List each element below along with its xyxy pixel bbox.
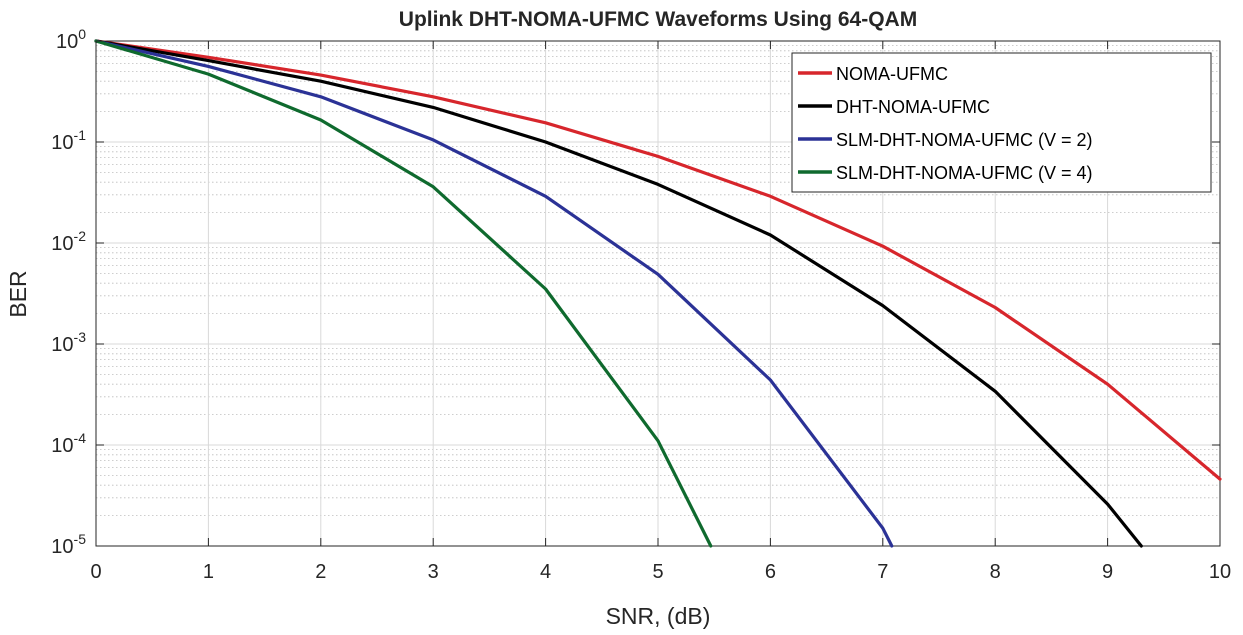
axis-ticks: 0 1 2 3 4 5 6 7 8 9 10 100 10-1 10-2 10-3 10-4 10-5 [51,26,1231,583]
y-tick-label: 10-3 [51,329,86,356]
series-line-4 [94,39,713,548]
series-lines [94,39,1222,548]
y-tick-label: 10-2 [51,228,86,255]
y-axis-label: BER [5,270,31,317]
y-tick-label: 10-4 [51,430,86,457]
y-tick-label: 10-5 [51,531,86,558]
legend-label-3: SLM-DHT-NOMA-UFMC (V = 2) [836,130,1093,150]
series-line-3 [94,39,894,548]
y-tick-label: 10-1 [51,127,86,154]
legend-label-1: NOMA-UFMC [836,64,948,84]
series-line-2 [94,39,1143,548]
legend-label-2: DHT-NOMA-UFMC [836,97,990,117]
x-tick-label: 7 [877,561,888,583]
x-tick-label: 8 [990,561,1001,583]
x-tick-label: 0 [90,561,101,583]
legend: NOMA-UFMC DHT-NOMA-UFMC SLM-DHT-NOMA-UFMC … [791,52,1212,193]
x-tick-label: 10 [1209,561,1231,583]
series-line-1 [94,39,1222,481]
y-tick-label: 100 [56,26,86,53]
x-tick-label: 2 [315,561,326,583]
chart-title: Uplink DHT-NOMA-UFMC Waveforms Using 64-… [399,8,917,31]
x-tick-label: 5 [652,561,663,583]
legend-label-4: SLM-DHT-NOMA-UFMC (V = 4) [836,163,1093,183]
x-tick-label: 1 [203,561,214,583]
x-tick-label: 6 [765,561,776,583]
x-tick-label: 9 [1102,561,1113,583]
legend-box [791,52,1212,193]
x-tick-label: 3 [428,561,439,583]
x-axis-label: SNR, (dB) [606,603,711,629]
x-tick-label: 4 [540,561,551,583]
